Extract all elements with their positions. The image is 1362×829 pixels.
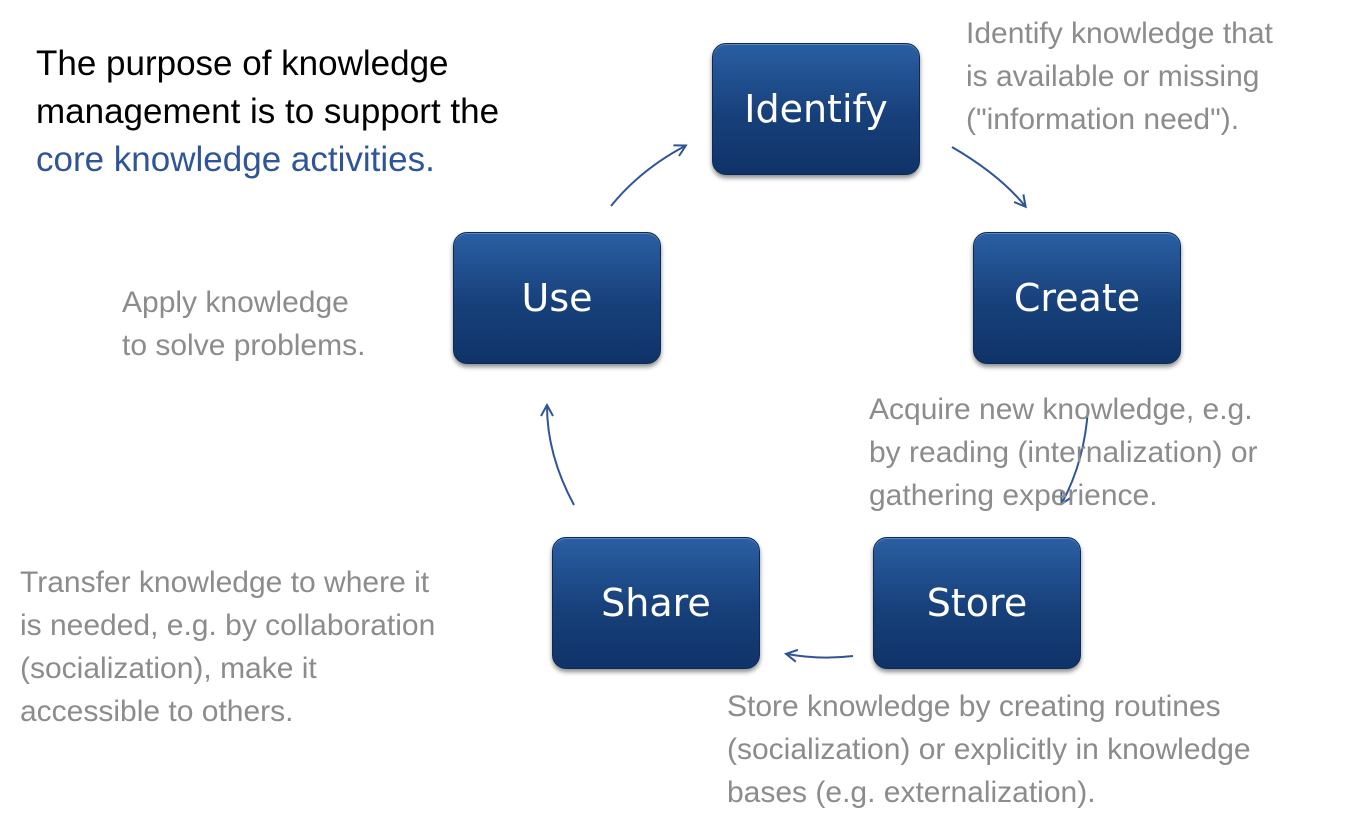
node-share: Share [552, 537, 760, 669]
description-line: to solve problems. [122, 329, 366, 362]
description-line: is needed, e.g. by collaboration [20, 609, 436, 642]
intro-line-1: The purpose of knowledge [36, 44, 449, 83]
node-store: Store [873, 537, 1081, 669]
intro-line-3-highlight: core knowledge activities. [36, 140, 435, 179]
description-line: (socialization) or explicitly in knowled… [727, 733, 1251, 766]
description-line: Transfer knowledge to where it [20, 566, 430, 599]
description-line: is available or missing [966, 60, 1260, 93]
description-line: Acquire new knowledge, e.g. [869, 393, 1253, 426]
intro-line-2: management is to support the [36, 92, 500, 131]
description-line: (socialization), make it [20, 652, 317, 685]
description-create: Acquire new knowledge, e.g. by reading (… [869, 388, 1258, 517]
description-store: Store knowledge by creating routines (so… [727, 685, 1251, 814]
description-line: ("information need"). [966, 103, 1240, 136]
arrow-share-to-use [547, 406, 575, 506]
description-line: Store knowledge by creating routines [727, 690, 1221, 723]
intro-text: The purpose of knowledge management is t… [36, 40, 596, 184]
node-create: Create [973, 232, 1181, 364]
description-share: Transfer knowledge to where it is needed… [20, 561, 435, 733]
arrow-identify-to-create [951, 146, 1025, 206]
arrow-create-to-store [1062, 407, 1089, 503]
description-identify: Identify knowledge that is available or … [966, 12, 1273, 141]
arrow-use-to-identify [610, 146, 685, 207]
description-line: Identify knowledge that [966, 17, 1273, 50]
node-identify: Identify [712, 43, 920, 175]
description-line: Apply knowledge [122, 286, 349, 319]
description-use: Apply knowledge to solve problems. [122, 281, 365, 367]
description-line: accessible to others. [20, 695, 294, 728]
node-use: Use [453, 232, 661, 364]
description-line: gathering experience. [869, 479, 1158, 512]
description-line: bases (e.g. externalization). [727, 776, 1096, 809]
description-line: by reading (internalization) or [869, 436, 1258, 469]
arrow-store-to-share [787, 654, 854, 658]
